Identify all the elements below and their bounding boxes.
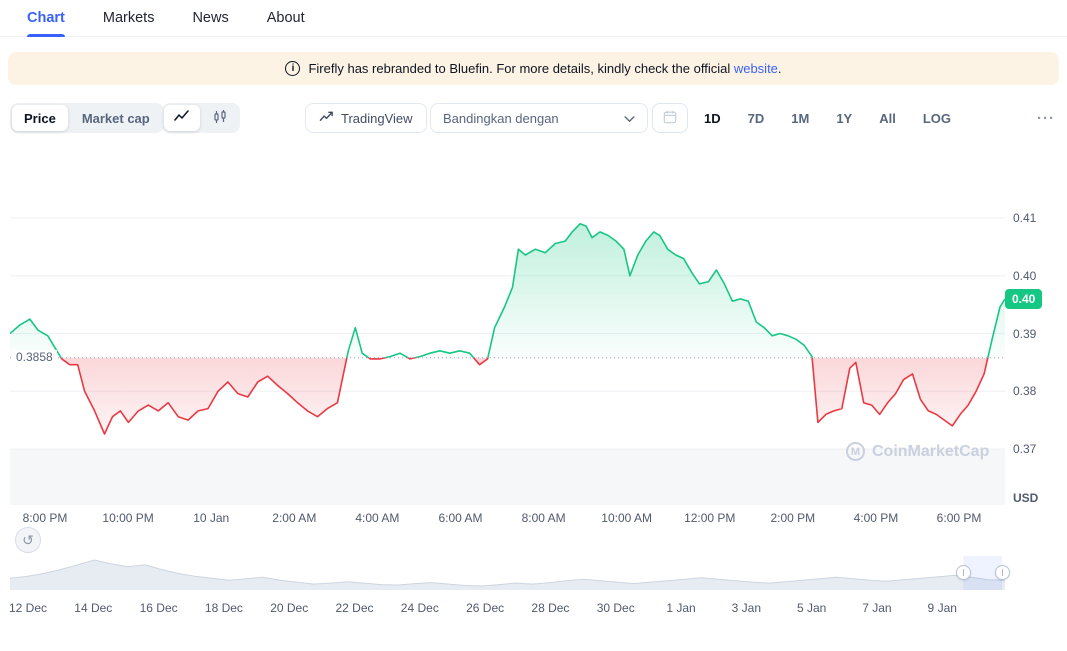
navigator-date-label: 18 Dec bbox=[204, 601, 243, 615]
chart-type-toggle bbox=[162, 103, 240, 133]
banner-text: Firefly has rebranded to Bluefin. For mo… bbox=[308, 61, 782, 76]
navigator-date-label: 7 Jan bbox=[862, 601, 892, 615]
current-price-badge: 0.40 bbox=[1005, 288, 1043, 309]
y-axis-label: 0.38 bbox=[1013, 384, 1037, 399]
navigator-date-label: 9 Jan bbox=[927, 601, 957, 615]
x-axis-label: 2:00 AM bbox=[272, 511, 317, 525]
compare-dropdown[interactable]: Bandingkan dengan bbox=[430, 103, 648, 133]
y-axis-unit: USD bbox=[1013, 491, 1039, 505]
baseline-price-label: 0.3858 bbox=[12, 349, 57, 364]
x-axis-label: 12:00 PM bbox=[684, 511, 736, 525]
custom-date-range-button[interactable] bbox=[652, 103, 688, 133]
tab-news[interactable]: News bbox=[192, 10, 229, 26]
tab-chart[interactable]: Chart bbox=[27, 0, 65, 37]
range-7d-button[interactable]: 7D bbox=[737, 103, 776, 133]
navigator-date-label: 28 Dec bbox=[531, 601, 570, 615]
line-chart-type-button[interactable] bbox=[164, 105, 200, 131]
tradingview-button[interactable]: TradingView bbox=[305, 103, 427, 133]
navigator-date-label: 30 Dec bbox=[596, 601, 635, 615]
range-1m-button[interactable]: 1M bbox=[780, 103, 820, 133]
price-chart[interactable] bbox=[10, 158, 1005, 505]
y-axis-label: 0.39 bbox=[1013, 326, 1037, 341]
x-axis-label: 8:00 PM bbox=[22, 511, 68, 525]
range-1y-button[interactable]: 1Y bbox=[825, 103, 863, 133]
rebrand-banner: i Firefly has rebranded to Bluefin. For … bbox=[8, 52, 1059, 85]
navigator-date-label: 3 Jan bbox=[731, 601, 762, 615]
x-axis-label: 2:00 PM bbox=[770, 511, 816, 525]
chevron-down-icon bbox=[624, 111, 635, 126]
tab-markets[interactable]: Markets bbox=[102, 10, 155, 26]
info-icon: i bbox=[285, 61, 301, 76]
tradingview-icon bbox=[319, 109, 334, 127]
x-axis-label: 6:00 AM bbox=[438, 511, 483, 525]
range-selector: 1D 7D 1M 1Y All LOG bbox=[652, 103, 962, 133]
x-axis-label: 6:00 PM bbox=[936, 511, 982, 525]
compare-dropdown-label: Bandingkan dengan bbox=[443, 110, 559, 126]
navigator-date-label: 16 Dec bbox=[139, 601, 178, 615]
price-toggle-button[interactable]: Price bbox=[12, 105, 68, 131]
navigator-date-label: 22 Dec bbox=[335, 601, 374, 615]
range-navigator[interactable] bbox=[9, 556, 1006, 590]
y-axis-label: 0.40 bbox=[1013, 268, 1037, 283]
candlestick-chart-type-button[interactable] bbox=[202, 105, 238, 131]
more-options-button[interactable]: ··· bbox=[1037, 103, 1055, 133]
line-chart-icon bbox=[174, 109, 190, 128]
navigator-date-label: 12 Dec bbox=[8, 601, 48, 615]
navigator-right-handle[interactable] bbox=[995, 565, 1010, 580]
reset-zoom-button[interactable]: ↺ bbox=[15, 527, 41, 553]
navigator-date-label: 5 Jan bbox=[796, 601, 827, 615]
x-axis-label: 10:00 AM bbox=[601, 511, 653, 525]
navigator-chart-canvas[interactable] bbox=[9, 556, 1006, 595]
banner-website-link[interactable]: website bbox=[733, 61, 778, 76]
x-axis-label: 10 Jan bbox=[193, 511, 230, 525]
y-axis-label: 0.37 bbox=[1013, 441, 1037, 456]
reset-zoom-icon: ↺ bbox=[22, 532, 34, 548]
candlestick-icon bbox=[212, 109, 228, 128]
navigator-date-label: 14 Dec bbox=[74, 601, 113, 615]
x-axis-label: 8:00 AM bbox=[521, 511, 566, 525]
navigator-date-label: 26 Dec bbox=[466, 601, 505, 615]
metric-toggle: Price Market cap bbox=[10, 103, 164, 133]
y-axis-label: 0.41 bbox=[1013, 211, 1037, 226]
range-1d-button[interactable]: 1D bbox=[693, 103, 732, 133]
marketcap-toggle-button[interactable]: Market cap bbox=[70, 105, 162, 131]
range-all-button[interactable]: All bbox=[868, 103, 907, 133]
navigator-left-handle[interactable] bbox=[956, 565, 972, 580]
x-axis-label: 4:00 AM bbox=[355, 511, 400, 525]
x-axis-label: 4:00 PM bbox=[853, 511, 899, 525]
navigator-date-label: 24 Dec bbox=[400, 601, 439, 615]
tradingview-label: TradingView bbox=[341, 110, 413, 126]
x-axis-label: 10:00 PM bbox=[102, 511, 154, 525]
tab-bar: Chart Markets News About bbox=[0, 0, 1067, 37]
calendar-icon bbox=[663, 110, 677, 127]
tab-about[interactable]: About bbox=[266, 10, 305, 26]
navigator-date-label: 1 Jan bbox=[666, 601, 696, 615]
navigator-date-label: 20 Dec bbox=[270, 601, 309, 615]
log-scale-toggle[interactable]: LOG bbox=[912, 103, 962, 133]
